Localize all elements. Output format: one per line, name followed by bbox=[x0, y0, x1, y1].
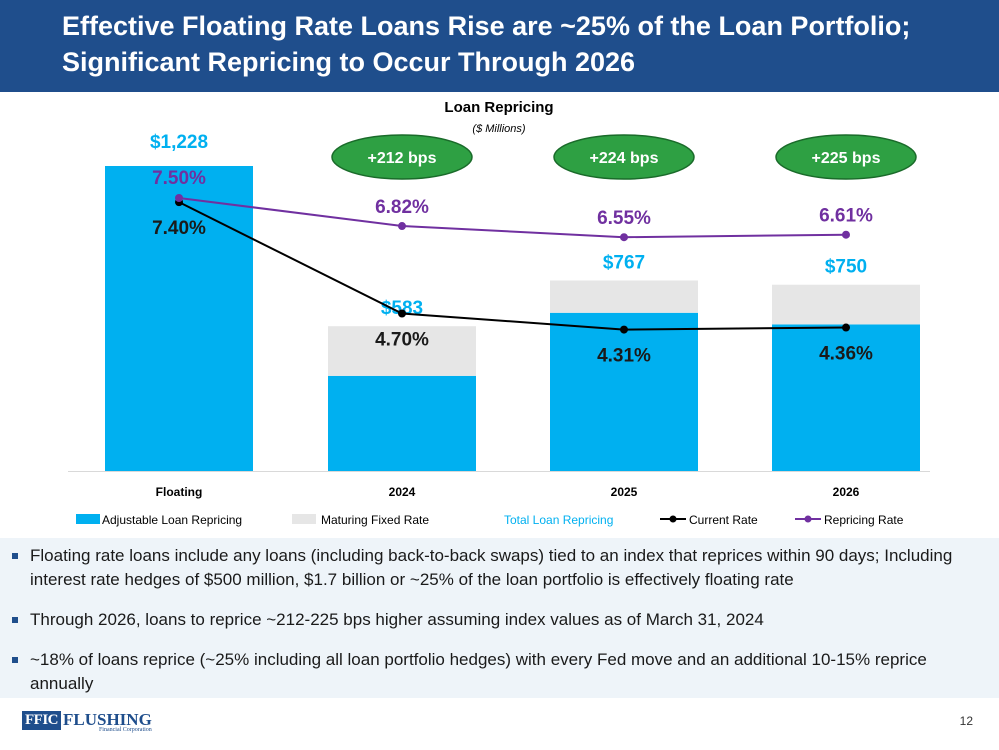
bullet-text-3: ~18% of loans reprice (~25% including al… bbox=[30, 650, 927, 693]
repricing-rate-line bbox=[178, 197, 847, 239]
bar-adjustable-floating bbox=[105, 166, 253, 471]
total-label-2026: $750 bbox=[825, 257, 867, 278]
logo-mark: FFIC bbox=[22, 711, 61, 730]
legend-label-total: Total Loan Repricing bbox=[504, 513, 613, 527]
bps-bubble-2025 bbox=[553, 134, 695, 180]
repricing-rate-label-floating: 7.50% bbox=[152, 168, 206, 189]
legend-label-repricing-rate: Repricing Rate bbox=[824, 513, 904, 527]
legend-marker-repricing-rate bbox=[804, 515, 812, 523]
logo-name-block: FLUSHING Financial Corporation bbox=[63, 710, 152, 734]
current-rate-point-2026 bbox=[842, 323, 850, 332]
repricing-rate-label-2024: 6.82% bbox=[375, 197, 429, 218]
repricing-rate-point-2025 bbox=[620, 233, 628, 242]
x-tick-label-2024: 2024 bbox=[389, 485, 416, 499]
page-number: 12 bbox=[959, 714, 973, 728]
current-rate-point-2025 bbox=[620, 325, 628, 334]
repricing-rate-point-floating bbox=[175, 194, 183, 202]
legend-label-maturing: Maturing Fixed Rate bbox=[321, 513, 429, 527]
total-label-floating: $1,228 bbox=[150, 132, 208, 153]
x-tick-label-floating: Floating bbox=[156, 485, 203, 499]
bullet-text-1: Floating rate loans include any loans (i… bbox=[30, 546, 953, 589]
bullet-list: Floating rate loans include any loans (i… bbox=[0, 538, 999, 698]
loan-repricing-chart: Loan Repricing ($ Millions) Floating 2024 20… bbox=[68, 99, 930, 527]
slide-title-line2: Significant Repricing to Occur Through 2… bbox=[62, 47, 636, 77]
legend-marker-current-rate bbox=[669, 515, 677, 523]
current-rate-label-2026: 4.36% bbox=[819, 344, 873, 365]
bullet-square-icon bbox=[12, 617, 18, 623]
legend-label-current-rate: Current Rate bbox=[689, 513, 758, 527]
slide-title-line1: Effective Floating Rate Loans Rise are ~… bbox=[62, 11, 911, 41]
chart-title: Loan Repricing bbox=[444, 99, 553, 116]
bar-maturing-2024 bbox=[328, 326, 476, 376]
bar-adjustable-2024 bbox=[328, 375, 476, 471]
current-rate-label-2024: 4.70% bbox=[375, 330, 429, 351]
logo-name: FLUSHING bbox=[63, 710, 152, 729]
bullet-item-3: ~18% of loans reprice (~25% including al… bbox=[12, 648, 980, 696]
legend-swatch-adjustable bbox=[76, 514, 100, 524]
bps-bubble-label-2026: +225 bps bbox=[812, 150, 881, 167]
bar-adjustable-2026 bbox=[772, 324, 920, 471]
bps-bubble-label-2025: +224 bps bbox=[590, 150, 659, 167]
legend-label-adjustable: Adjustable Loan Repricing bbox=[102, 513, 242, 527]
bullet-text-2: Through 2026, loans to reprice ~212-225 … bbox=[30, 610, 764, 629]
repricing-rate-label-2025: 6.55% bbox=[597, 208, 651, 229]
x-tick-label-2025: 2025 bbox=[611, 485, 638, 499]
current-rate-label-floating: 7.40% bbox=[152, 218, 206, 239]
company-logo: FFIC FLUSHING Financial Corporation bbox=[22, 704, 152, 734]
bar-maturing-2026 bbox=[772, 284, 920, 325]
bar-adjustable-2025 bbox=[550, 312, 698, 471]
total-label-2025: $767 bbox=[603, 252, 645, 273]
repricing-rate-point-2026 bbox=[842, 230, 850, 239]
bps-bubble-2024 bbox=[331, 134, 473, 180]
bullet-square-icon bbox=[12, 657, 18, 663]
repricing-rate-point-2024 bbox=[398, 222, 406, 231]
bps-bubble-2026 bbox=[775, 134, 917, 180]
bullet-item-1: Floating rate loans include any loans (i… bbox=[12, 544, 980, 592]
chart-subtitle: ($ Millions) bbox=[472, 123, 526, 135]
title-bar: Effective Floating Rate Loans Rise are ~… bbox=[0, 0, 999, 92]
bullet-item-2: Through 2026, loans to reprice ~212-225 … bbox=[12, 608, 980, 632]
bullet-square-icon bbox=[12, 553, 18, 559]
x-tick-label-2026: 2026 bbox=[833, 485, 860, 499]
current-rate-label-2025: 4.31% bbox=[597, 346, 651, 367]
repricing-rate-label-2026: 6.61% bbox=[819, 206, 873, 227]
logo-subname: Financial Corporation bbox=[98, 727, 152, 733]
legend-swatch-maturing bbox=[292, 514, 316, 524]
current-rate-point-2024 bbox=[398, 309, 406, 318]
bps-bubble-label-2024: +212 bps bbox=[368, 150, 437, 167]
slide-title: Effective Floating Rate Loans Rise are ~… bbox=[62, 8, 982, 80]
bar-maturing-2025 bbox=[550, 280, 698, 313]
current-rate-line bbox=[178, 201, 847, 331]
